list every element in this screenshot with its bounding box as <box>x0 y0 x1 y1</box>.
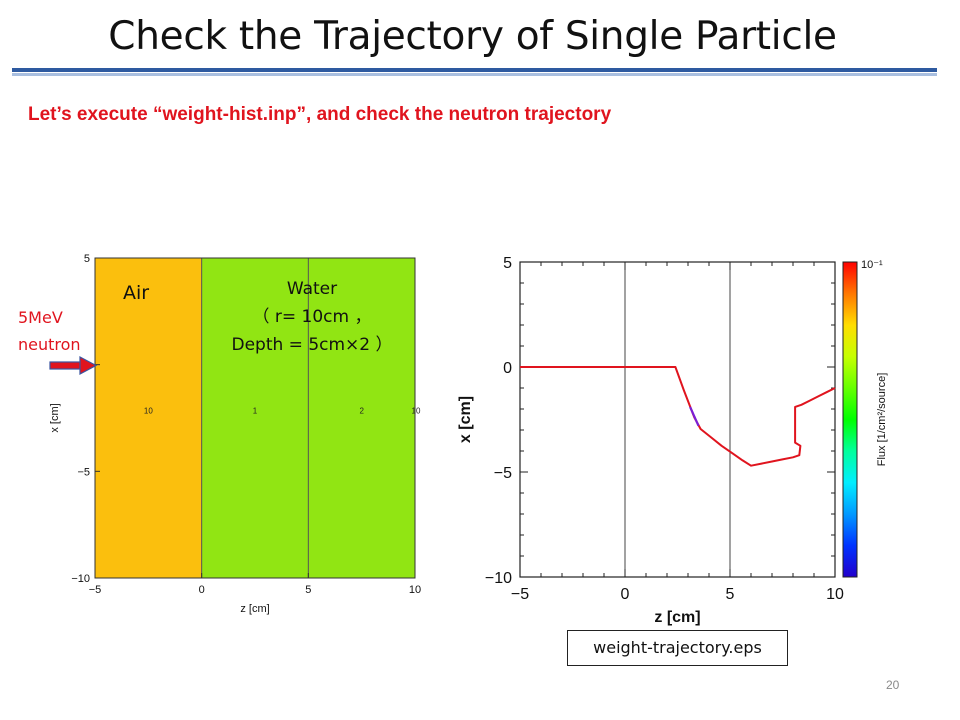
traj-x-tick-label-2: 5 <box>726 586 735 603</box>
region-number-1: 1 <box>253 407 258 416</box>
region-fill-1 <box>201 258 309 578</box>
traj-y-tick-label-1: 0 <box>503 360 512 377</box>
neutron-particle-label: neutron <box>18 335 81 354</box>
geo-y-tick-label-3: −10 <box>71 573 90 585</box>
traj-x-tick-label-0: −5 <box>511 586 529 603</box>
slide-subtitle: Let’s execute “weight-hist.inp”, and che… <box>28 104 612 125</box>
geo-x-tick-label-3: 10 <box>409 584 421 596</box>
water-radius: （ r= 10cm ， <box>252 307 372 327</box>
geo-x-tick-label-2: 5 <box>305 584 311 596</box>
geo-frame <box>94 257 416 579</box>
region-number-2: 2 <box>359 407 364 416</box>
water-depth: Depth = 5cm×2 ） <box>231 335 393 355</box>
water-title: Water <box>286 279 338 299</box>
title-underline-shadow <box>12 73 937 76</box>
geo-x-tick-label-1: 0 <box>199 584 205 596</box>
colorbar-bar <box>842 261 858 578</box>
trajectory-low-flux-segment <box>689 406 700 427</box>
traj-x-tick-label-3: 10 <box>826 586 844 603</box>
traj-frame <box>519 261 836 578</box>
slide-title: Check the Trajectory of Single Particle <box>108 14 837 59</box>
traj-y-tick-label-3: −10 <box>485 570 512 587</box>
region-number-outer: 10 <box>412 407 421 416</box>
file-name-box: weight-trajectory.eps <box>567 630 788 666</box>
region-fill-0 <box>95 258 202 578</box>
traj-x-tick-label-1: 0 <box>621 586 630 603</box>
colorbar-top-tick: 10⁻¹ <box>861 259 883 271</box>
geo-x-tick-label-0: −5 <box>89 584 102 596</box>
neutron-beam-arrow <box>49 356 98 375</box>
flux-colorbar: 10⁻¹ Flux [1/cm²/source] <box>842 259 888 578</box>
geo-y-tick-label-0: 5 <box>84 253 90 265</box>
geo-x-axis-label: z [cm] <box>240 603 269 615</box>
region-number-0: 10 <box>144 407 153 416</box>
water-region-label: Water （ r= 10cm ， Depth = 5cm×2 ） <box>211 275 413 359</box>
geo-y-tick-label-2: −5 <box>77 466 90 478</box>
traj-y-tick-label-0: 5 <box>503 255 512 272</box>
colorbar-label: Flux [1/cm²/source] <box>876 373 888 467</box>
traj-x-axis-label: z [cm] <box>654 609 700 626</box>
geo-y-axis-label: x [cm] <box>49 403 61 432</box>
traj-y-axis-label: x [cm] <box>457 396 474 443</box>
page-number: 20 <box>886 678 900 692</box>
neutron-energy-label: 5MeV <box>18 308 63 327</box>
title-underline <box>12 68 937 72</box>
traj-y-tick-label-2: −5 <box>494 465 512 482</box>
neutron-source-label: 5MeV neutron <box>18 304 81 358</box>
region-fill-2 <box>308 258 415 578</box>
air-region-label: Air <box>123 282 150 304</box>
